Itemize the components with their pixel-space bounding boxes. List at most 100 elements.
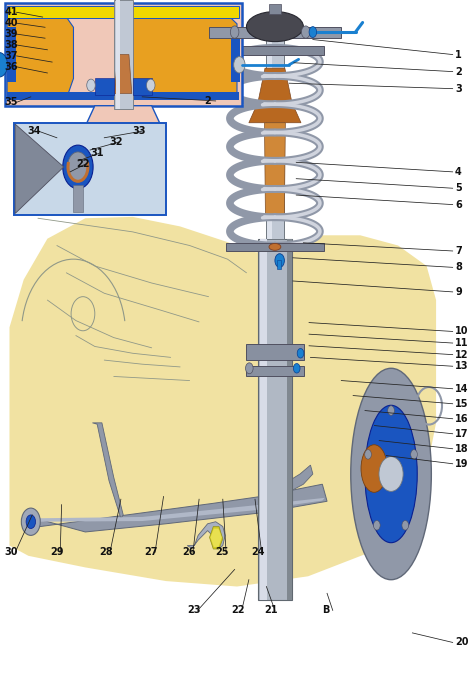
- Circle shape: [301, 26, 310, 38]
- Text: 24: 24: [251, 548, 264, 557]
- Bar: [95, 78, 114, 95]
- Circle shape: [67, 152, 88, 182]
- Text: 19: 19: [455, 459, 468, 469]
- Polygon shape: [115, 55, 132, 93]
- Text: 27: 27: [145, 548, 158, 557]
- Bar: [277, 260, 281, 269]
- Bar: [73, 185, 82, 212]
- Bar: [209, 27, 341, 38]
- Bar: [267, 14, 272, 239]
- Circle shape: [275, 254, 284, 267]
- Bar: [260, 239, 266, 600]
- Bar: [226, 243, 324, 251]
- Circle shape: [21, 508, 40, 535]
- Bar: [246, 366, 304, 376]
- Text: 39: 39: [5, 29, 18, 39]
- Text: 26: 26: [182, 548, 196, 557]
- Ellipse shape: [246, 12, 303, 42]
- Circle shape: [388, 406, 394, 415]
- Polygon shape: [92, 423, 123, 518]
- Bar: [287, 239, 292, 600]
- Text: 17: 17: [455, 429, 468, 439]
- Text: 4: 4: [455, 167, 462, 177]
- Circle shape: [365, 449, 371, 459]
- Circle shape: [297, 349, 304, 358]
- Polygon shape: [26, 484, 327, 532]
- Text: 22: 22: [231, 606, 245, 615]
- Text: 40: 40: [5, 18, 18, 28]
- Text: 23: 23: [187, 606, 201, 615]
- Polygon shape: [118, 10, 237, 99]
- Text: 13: 13: [455, 361, 468, 371]
- Circle shape: [0, 53, 8, 77]
- Text: 30: 30: [5, 548, 18, 557]
- Text: 7: 7: [455, 246, 462, 256]
- Polygon shape: [187, 522, 225, 549]
- Bar: [246, 344, 304, 360]
- Text: 2: 2: [455, 67, 462, 76]
- Circle shape: [246, 363, 253, 374]
- Text: 5: 5: [455, 183, 462, 193]
- Bar: [7, 6, 239, 18]
- Polygon shape: [35, 498, 325, 522]
- Circle shape: [374, 520, 380, 530]
- Circle shape: [146, 79, 155, 91]
- Text: 38: 38: [5, 40, 18, 50]
- Circle shape: [402, 520, 409, 530]
- Circle shape: [234, 57, 245, 73]
- Polygon shape: [7, 10, 73, 99]
- Text: 31: 31: [90, 148, 103, 158]
- Polygon shape: [210, 529, 222, 547]
- Circle shape: [26, 515, 36, 529]
- Bar: [7, 92, 239, 100]
- Ellipse shape: [361, 445, 387, 492]
- Text: 37: 37: [5, 51, 18, 61]
- Text: 34: 34: [27, 126, 41, 136]
- Text: 25: 25: [216, 548, 229, 557]
- Bar: [266, 14, 284, 239]
- Text: 11: 11: [455, 338, 468, 348]
- Text: 21: 21: [264, 606, 278, 615]
- Text: 32: 32: [109, 137, 122, 147]
- Circle shape: [230, 26, 239, 38]
- Polygon shape: [264, 123, 285, 218]
- Text: B: B: [322, 606, 330, 615]
- Polygon shape: [258, 68, 292, 102]
- Text: 15: 15: [455, 399, 468, 409]
- Polygon shape: [85, 106, 161, 160]
- Bar: [7, 27, 16, 82]
- Polygon shape: [9, 217, 436, 587]
- Ellipse shape: [269, 243, 281, 250]
- Text: 9: 9: [455, 287, 462, 297]
- Bar: [116, 0, 120, 109]
- Text: 14: 14: [455, 384, 468, 394]
- Circle shape: [309, 27, 317, 38]
- Circle shape: [411, 449, 418, 459]
- Text: 10: 10: [455, 327, 468, 336]
- Ellipse shape: [351, 368, 431, 580]
- Text: 36: 36: [5, 62, 18, 72]
- Circle shape: [379, 457, 403, 491]
- Circle shape: [63, 145, 93, 189]
- Text: 18: 18: [455, 444, 469, 454]
- Text: 35: 35: [5, 98, 18, 107]
- Text: 22: 22: [76, 159, 89, 168]
- Text: 33: 33: [133, 126, 146, 136]
- Text: 28: 28: [100, 548, 113, 557]
- Polygon shape: [210, 527, 223, 549]
- Circle shape: [87, 79, 95, 91]
- Text: 41: 41: [5, 8, 18, 17]
- Bar: [114, 0, 133, 109]
- Text: 2: 2: [204, 96, 210, 106]
- Bar: [231, 27, 240, 82]
- Polygon shape: [262, 465, 313, 499]
- Bar: [258, 239, 292, 600]
- Text: 29: 29: [50, 548, 63, 557]
- Bar: [226, 46, 324, 55]
- Ellipse shape: [365, 405, 417, 543]
- Bar: [5, 3, 242, 106]
- Bar: [14, 123, 166, 215]
- Text: 16: 16: [455, 414, 468, 424]
- Text: 20: 20: [455, 638, 468, 647]
- Polygon shape: [15, 124, 64, 213]
